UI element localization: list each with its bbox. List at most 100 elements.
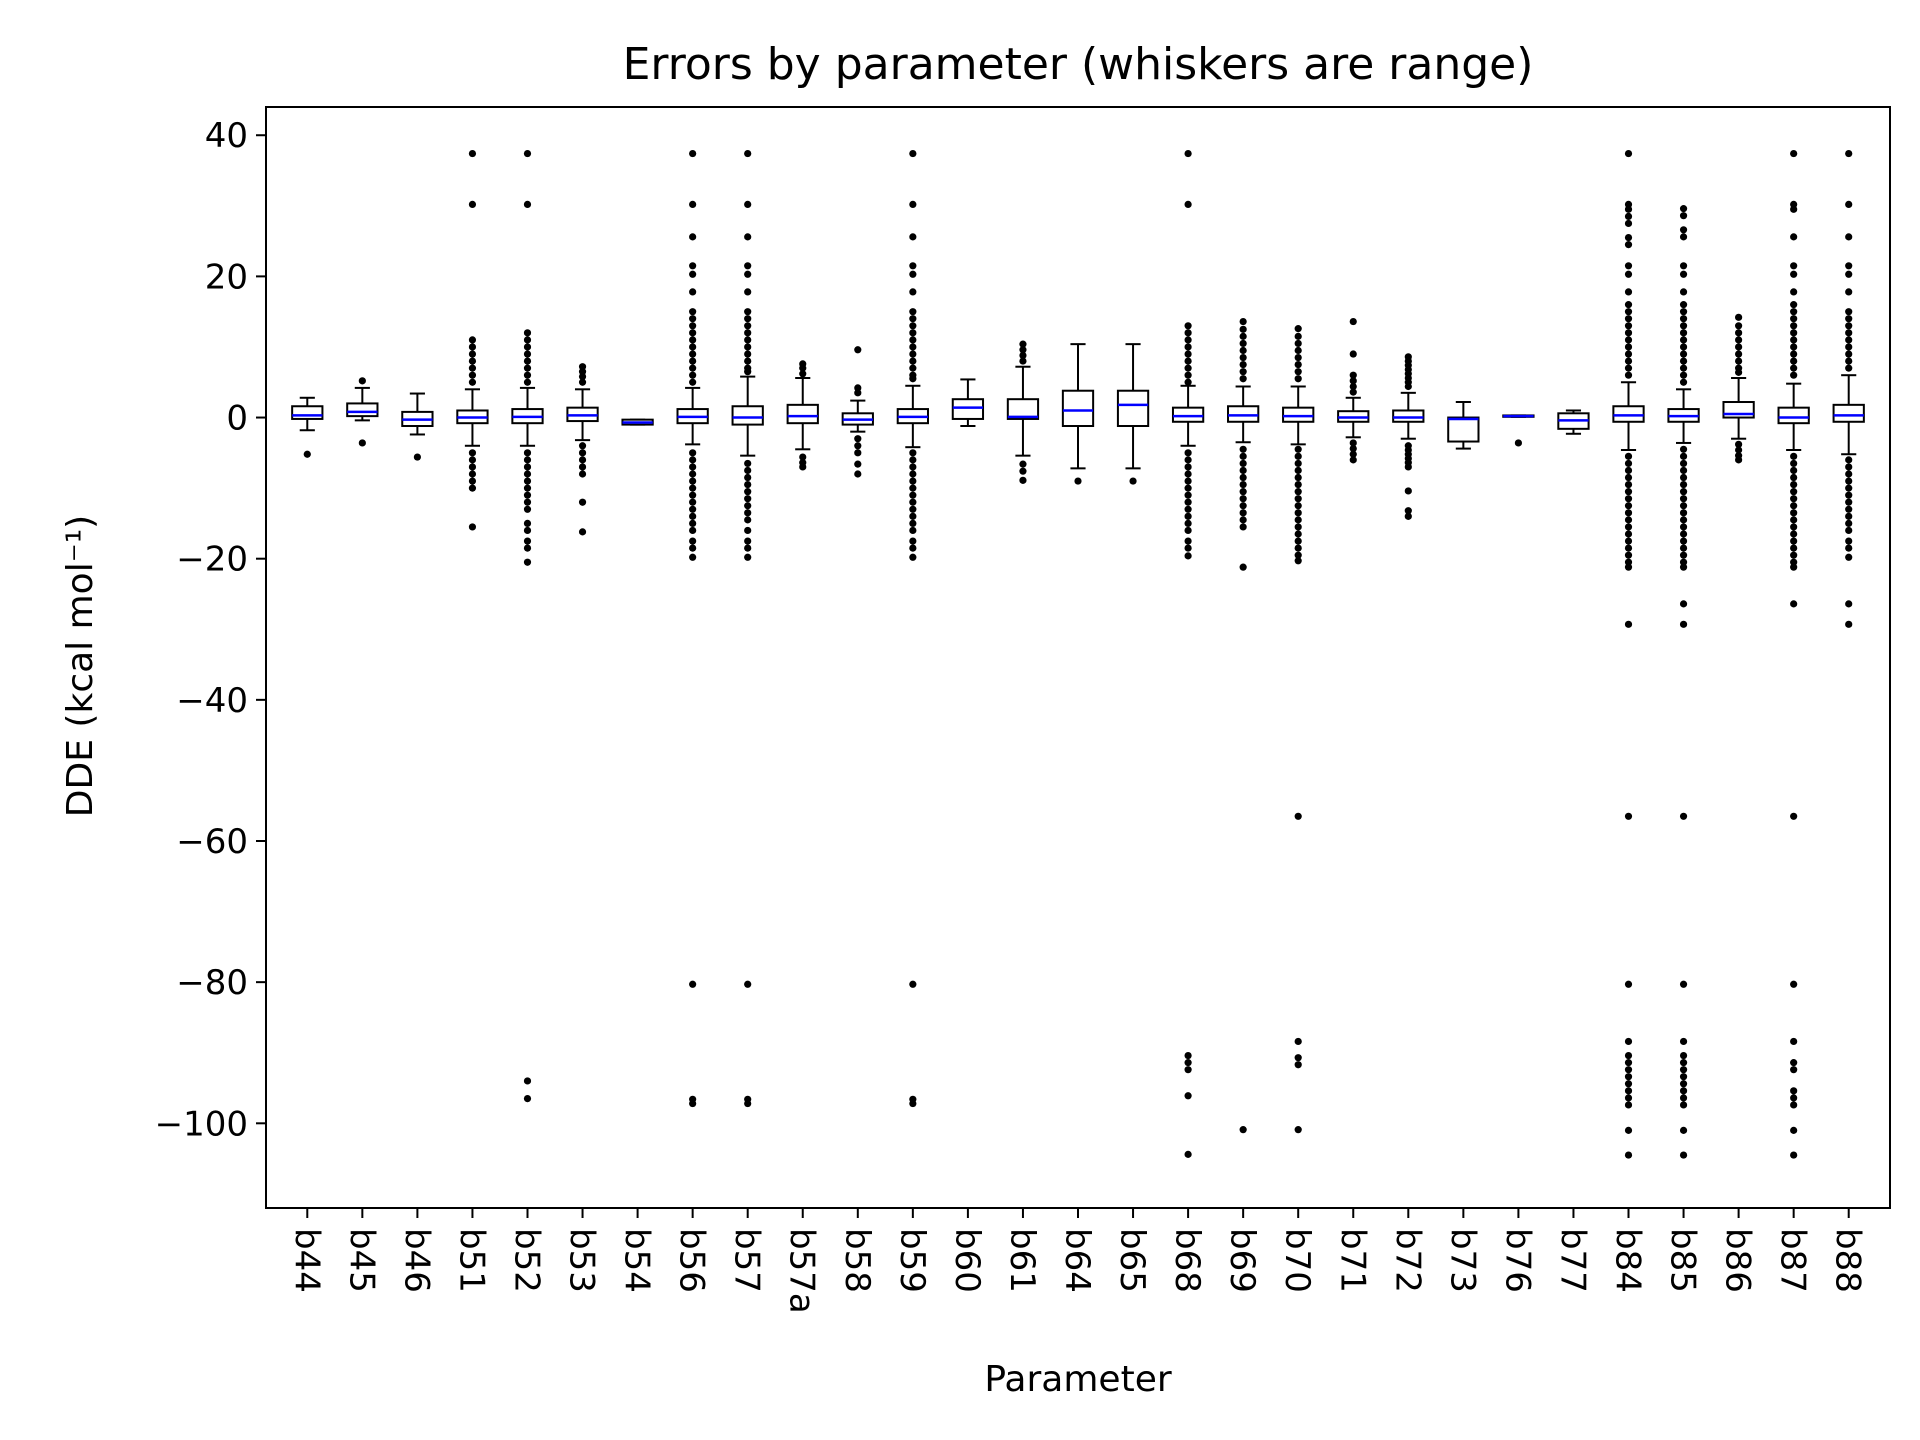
outlier-point bbox=[578, 449, 587, 457]
outlier-point bbox=[468, 357, 477, 365]
outlier-point bbox=[689, 519, 697, 528]
outlier-point bbox=[1790, 523, 1798, 531]
outlier-point bbox=[468, 149, 477, 158]
outlier-point bbox=[854, 389, 862, 397]
outlier-point bbox=[1790, 537, 1798, 545]
outlier-point bbox=[1294, 375, 1302, 383]
outlier-point bbox=[689, 463, 697, 471]
outlier-point bbox=[909, 470, 917, 478]
outlier-point bbox=[1019, 357, 1027, 365]
outlier-point bbox=[1790, 558, 1798, 566]
outlier-point bbox=[523, 343, 532, 351]
box-b61 bbox=[1006, 340, 1040, 484]
outlier-point bbox=[1019, 346, 1027, 354]
outlier-point bbox=[1679, 1051, 1688, 1060]
outlier-point bbox=[1790, 466, 1798, 475]
plot-frame bbox=[265, 106, 1891, 1209]
outlier-point bbox=[1845, 200, 1853, 208]
outlier-point bbox=[1239, 563, 1247, 571]
outlier-point bbox=[1239, 466, 1247, 475]
outlier-point bbox=[1790, 544, 1798, 552]
outlier-point bbox=[1624, 149, 1633, 158]
outlier-point bbox=[1790, 530, 1798, 538]
outlier-point bbox=[1735, 456, 1743, 464]
outlier-point bbox=[523, 200, 532, 208]
x-tick-label: b53 bbox=[562, 1228, 602, 1293]
box-b57 bbox=[731, 149, 764, 1108]
box-iqr bbox=[346, 402, 379, 418]
outlier-point bbox=[689, 512, 697, 520]
outlier-point bbox=[1624, 262, 1633, 270]
outlier-point bbox=[1790, 1087, 1798, 1095]
outlier-point bbox=[358, 439, 366, 447]
outlier-point bbox=[1790, 1151, 1798, 1159]
outlier-point bbox=[689, 329, 697, 337]
x-tick-label: b59 bbox=[892, 1228, 932, 1293]
outlier-point bbox=[909, 477, 917, 485]
outlier-point bbox=[523, 544, 532, 552]
box-iqr bbox=[1061, 389, 1095, 428]
outlier-point bbox=[744, 526, 752, 535]
outlier-point bbox=[689, 537, 697, 545]
outlier-point bbox=[909, 357, 917, 365]
outlier-point bbox=[1735, 336, 1743, 344]
box-iqr bbox=[951, 398, 985, 420]
outlier-point bbox=[1790, 473, 1798, 482]
outlier-point bbox=[909, 519, 917, 528]
outlier-point bbox=[1679, 516, 1688, 524]
outlier-point bbox=[1624, 530, 1633, 538]
outlier-point bbox=[744, 288, 752, 296]
outlier-point bbox=[1679, 336, 1688, 344]
outlier-point bbox=[1679, 364, 1688, 372]
outlier-point bbox=[1845, 512, 1853, 520]
outlier-point bbox=[1790, 1037, 1798, 1046]
outlier-point bbox=[1624, 1037, 1633, 1046]
outlier-point bbox=[1349, 371, 1357, 379]
x-tick-label: b72 bbox=[1387, 1228, 1427, 1293]
y-axis-label: DDE (kcal mol⁻¹) bbox=[60, 515, 101, 817]
outlier-point bbox=[1845, 149, 1853, 158]
outlier-point bbox=[523, 477, 532, 485]
box-iqr bbox=[1832, 403, 1865, 423]
outlier-point bbox=[1790, 452, 1798, 460]
x-tick-label: b45 bbox=[341, 1228, 381, 1293]
outlier-point bbox=[1624, 488, 1633, 496]
x-tick-label: b57a bbox=[782, 1228, 822, 1314]
outlier-point bbox=[468, 463, 477, 471]
outlier-point bbox=[1790, 364, 1798, 372]
outlier-point bbox=[744, 502, 752, 510]
outlier-point bbox=[1790, 1066, 1798, 1074]
outlier-point bbox=[1019, 351, 1027, 360]
outlier-point bbox=[1845, 364, 1853, 372]
outlier-point bbox=[1294, 466, 1302, 475]
outlier-point bbox=[1349, 382, 1357, 391]
outlier-point bbox=[1404, 507, 1412, 515]
outlier-point bbox=[1790, 149, 1798, 158]
y-tick-label: −60 bbox=[176, 822, 248, 862]
box-b72 bbox=[1392, 353, 1425, 520]
outlier-point bbox=[1845, 505, 1853, 513]
outlier-point bbox=[1790, 315, 1798, 323]
outlier-point bbox=[523, 350, 532, 358]
outlier-point bbox=[1845, 620, 1853, 628]
box-b58 bbox=[841, 346, 874, 478]
outlier-point bbox=[1679, 378, 1688, 386]
outlier-point bbox=[523, 484, 532, 492]
outlier-point bbox=[1845, 336, 1853, 344]
outlier-point bbox=[1184, 498, 1192, 506]
outlier-point bbox=[1679, 1059, 1688, 1067]
outlier-point bbox=[1679, 537, 1688, 545]
x-tick-label: b73 bbox=[1442, 1228, 1482, 1293]
outlier-point bbox=[1184, 149, 1192, 158]
outlier-point bbox=[744, 537, 752, 545]
outlier-point bbox=[1184, 491, 1192, 499]
outlier-point bbox=[1294, 325, 1302, 333]
outlier-point bbox=[1624, 1151, 1633, 1159]
outlier-point bbox=[1845, 456, 1853, 464]
outlier-point bbox=[1294, 812, 1302, 820]
outlier-point bbox=[1735, 368, 1743, 376]
outlier-point bbox=[1679, 1126, 1688, 1134]
x-tick-label: b52 bbox=[506, 1228, 546, 1293]
box-b59 bbox=[896, 149, 929, 1108]
outlier-point bbox=[1845, 477, 1853, 485]
